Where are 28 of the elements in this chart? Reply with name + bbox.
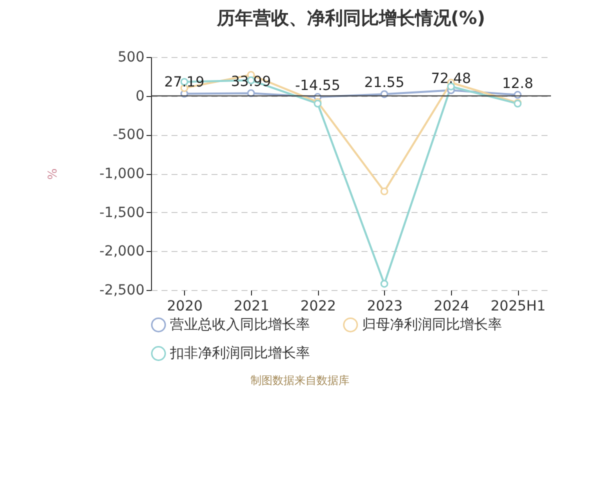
data-label: 33.99 (230, 74, 272, 90)
chart-title: 历年营收、净利同比增长情况(%) (216, 8, 486, 29)
legend-label: 扣非净利润同比增长率 (169, 346, 310, 362)
x-tick-label: 2025H1 (490, 298, 546, 314)
y-tick-label: -500 (112, 127, 144, 144)
y-tick-label: 0 (136, 88, 144, 104)
x-tick-label: 2023 (367, 298, 403, 314)
point (247, 89, 255, 98)
x-tick-label: 2024 (434, 298, 470, 314)
y-tick-label: 500 (118, 50, 144, 66)
point (380, 280, 388, 288)
x-tick-label: 2022 (300, 298, 336, 314)
point (380, 187, 388, 196)
y-tick-label: -2,500 (99, 282, 144, 298)
data-label: 27.19 (164, 74, 204, 91)
y-tick-label: -1,500 (99, 204, 144, 221)
data-label: 21.55 (364, 75, 404, 92)
data-label: 12.8 (502, 76, 534, 92)
x-tick-label: 2021 (234, 298, 270, 314)
x-tick-label: 2020 (167, 298, 203, 314)
text: 制图数据来自数据库 (250, 373, 350, 388)
legend-label: 营业总收入同比增长率 (170, 316, 310, 333)
data-label: 72.48 (430, 71, 472, 88)
y-tick-label: -2,000 (99, 244, 144, 260)
y-axis-title: % (45, 168, 60, 180)
y-tick-label: -1,000 (99, 166, 144, 182)
data-label: -14.55 (295, 78, 340, 94)
legend-label: 归母净利润同比增长率 (362, 316, 502, 333)
